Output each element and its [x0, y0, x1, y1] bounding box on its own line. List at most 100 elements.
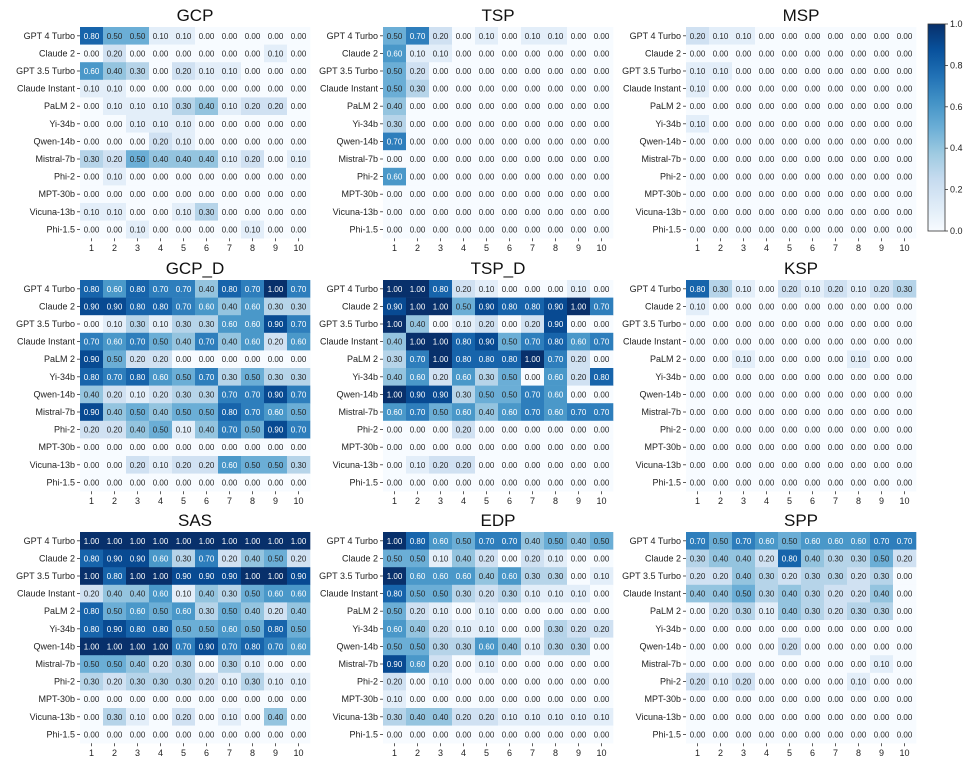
heatmap-cell	[709, 567, 733, 586]
cell-value-label: 0.50	[130, 155, 146, 164]
y-tick-label: Qwen-14b	[336, 389, 378, 399]
cell-value-label: 0.20	[176, 67, 192, 76]
cell-value-label: 0.00	[874, 461, 890, 470]
heatmap-cell	[475, 350, 499, 369]
cell-value-label: 0.70	[291, 320, 307, 329]
cell-value-label: 0.00	[479, 478, 495, 487]
cell-value-label: 0.00	[759, 102, 775, 111]
heatmap-cell	[475, 132, 499, 151]
cell-value-label: 0.00	[571, 426, 587, 435]
cell-value-label: 0.00	[245, 713, 261, 722]
heatmap-cell	[80, 150, 104, 169]
heatmap-cell	[709, 420, 733, 439]
cell-value-label: 0.00	[525, 695, 541, 704]
cell-value-label: 0.00	[479, 102, 495, 111]
cell-value-label: 0.00	[690, 373, 706, 382]
heatmap-cell	[498, 280, 522, 298]
x-tick-label: 9	[273, 496, 278, 506]
cell-value-label: 0.30	[84, 155, 100, 164]
cell-value-label: 0.10	[130, 102, 146, 111]
cell-value-label: 0.10	[571, 285, 587, 294]
cell-value-label: 0.00	[782, 137, 798, 146]
heatmap-cell	[590, 672, 614, 691]
x-tick-label: 2	[112, 748, 117, 758]
heatmap-cell	[801, 672, 825, 691]
heatmap-cell	[498, 368, 522, 386]
cell-value-label: 0.00	[245, 190, 261, 199]
heatmap-cell	[870, 708, 894, 726]
y-tick-label: Phi-1.5	[349, 224, 378, 234]
cell-value-label: 0.00	[874, 32, 890, 41]
heatmap-cell	[241, 185, 265, 204]
cell-value-label: 0.10	[107, 320, 123, 329]
heatmap-cell	[126, 532, 150, 550]
heatmap-cell	[893, 584, 917, 603]
cell-value-label: 0.00	[571, 102, 587, 111]
cell-value-label: 0.00	[525, 478, 541, 487]
x-tick-label: 1	[695, 243, 700, 253]
cell-value-label: 0.50	[502, 338, 518, 347]
heatmap-cell	[126, 332, 150, 351]
y-tick-label: GPT 4 Turbo	[630, 536, 681, 546]
cell-value-label: 0.00	[433, 85, 449, 94]
heatmap-cell	[149, 350, 173, 369]
cell-value-label: 0.00	[479, 443, 495, 452]
x-tick-label: 3	[438, 496, 443, 506]
cell-value-label: 0.00	[571, 607, 587, 616]
heatmap-cell	[452, 132, 476, 151]
heatmap-cell	[521, 672, 545, 691]
cell-value-label: 0.50	[433, 590, 449, 599]
cell-value-label: 0.90	[222, 572, 238, 581]
x-tick-label: 3	[741, 748, 746, 758]
cell-value-label: 0.00	[594, 155, 610, 164]
heatmap-cell	[218, 708, 242, 726]
cell-value-label: 0.10	[548, 32, 564, 41]
cell-value-label: 0.50	[245, 590, 261, 599]
heatmap-cell	[264, 280, 288, 298]
heatmap-cell	[429, 315, 453, 334]
heatmap-cell	[755, 150, 779, 169]
heatmap-cell	[824, 456, 848, 474]
heatmap-cell	[287, 297, 311, 316]
heatmap-cell	[590, 220, 614, 239]
cell-value-label: 0.00	[782, 49, 798, 58]
cell-value-label: 0.60	[153, 373, 169, 382]
cell-value-label: 0.30	[199, 320, 215, 329]
heatmap-cell	[778, 690, 802, 709]
heatmap-cell	[801, 368, 825, 386]
cell-value-label: 0.00	[502, 660, 518, 669]
cell-value-label: 0.70	[897, 537, 913, 546]
cell-value-label: 0.00	[736, 155, 752, 164]
cell-value-label: 0.20	[690, 32, 706, 41]
cell-value-label: 0.50	[502, 390, 518, 399]
cell-value-label: 0.00	[736, 625, 752, 634]
y-tick-label: GPT 3.5 Turbo	[16, 319, 75, 329]
cell-value-label: 0.90	[268, 390, 284, 399]
cell-value-label: 1.00	[84, 642, 100, 651]
heatmap-cell	[755, 655, 779, 674]
heatmap-cell	[498, 185, 522, 204]
cell-value-label: 0.00	[759, 390, 775, 399]
cell-value-label: 0.00	[479, 678, 495, 687]
cell-value-label: 0.00	[433, 320, 449, 329]
y-tick-label: MPT-30b	[644, 442, 681, 452]
cell-value-label: 0.00	[805, 102, 821, 111]
heatmap-cell	[567, 79, 591, 98]
x-tick-label: 6	[810, 243, 815, 253]
cell-value-label: 0.00	[594, 320, 610, 329]
cell-value-label: 0.50	[387, 607, 403, 616]
cell-value-label: 0.00	[130, 173, 146, 182]
heatmap-cell	[264, 672, 288, 691]
cell-value-label: 0.00	[851, 67, 867, 76]
heatmap-cell	[149, 167, 173, 186]
cell-value-label: 0.70	[410, 32, 426, 41]
cell-value-label: 0.00	[176, 695, 192, 704]
heatmap-cell	[824, 62, 848, 81]
heatmap-cell	[103, 549, 127, 568]
heatmap-cell	[475, 203, 499, 221]
cell-value-label: 0.00	[828, 320, 844, 329]
heatmap-cell	[893, 185, 917, 204]
panel-title-tsp-d: TSP_D	[471, 259, 526, 278]
cell-value-label: 0.90	[199, 642, 215, 651]
heatmap-cell	[475, 708, 499, 726]
